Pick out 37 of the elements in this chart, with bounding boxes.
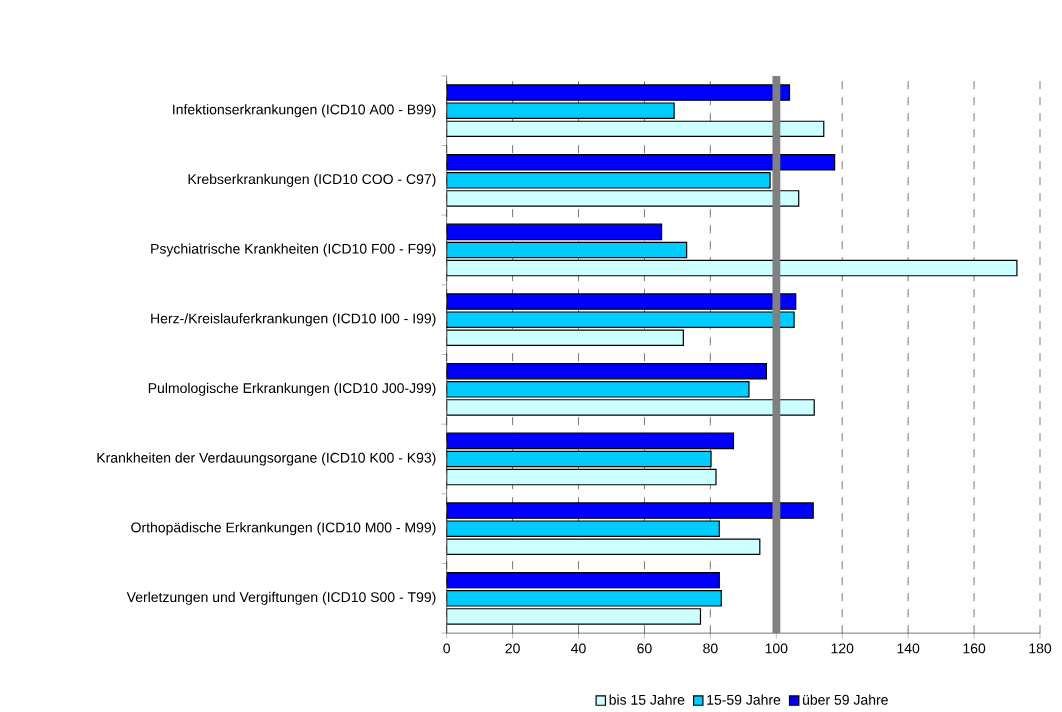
bar [446,223,663,241]
bar [446,259,1018,277]
y-tick-label: Infektionserkrankungen (ICD10 A00 - B99) [173,104,436,118]
x-tick-label: 100 [765,643,788,654]
x-tick-label: 20 [505,643,520,654]
x-tick-label: 40 [571,643,586,654]
bar [446,571,720,589]
y-tick-label: Verletzungen und Vergiftungen (ICD10 S00 - T99) [126,591,436,605]
bar [446,362,768,380]
y-tick-label: Pulmologische Erkrankungen (ICD10 J00-J99) [148,382,436,396]
bar [446,468,717,486]
bar [446,381,750,398]
x-tick-label: 0 [443,643,451,654]
bar [446,450,712,468]
legend-label: bis 15 Jahre [609,694,685,705]
bar [446,102,675,119]
bar [446,241,688,259]
legend-label: über 59 Jahre [803,694,888,705]
legend-label: 15-59 Jahre [707,694,781,705]
y-tick-label: Krankheiten der Verdauungsorgane (ICD10 K00 - K93) [97,452,436,466]
y-tick-label: Psychiatrische Krankheiten (ICD10 F00 - F99) [151,243,436,257]
x-tick-label: 80 [703,643,718,654]
x-tick-label: 60 [637,643,652,654]
bar [446,172,771,189]
bar [446,538,761,555]
x-tick-label: 140 [897,643,920,654]
bar [446,520,720,537]
x-tick-label: 160 [963,643,986,654]
x-tick-label: 120 [831,643,854,654]
bar [446,590,722,607]
y-tick-label: Orthopädische Erkrankungen (ICD10 M00 - M99) [131,522,436,536]
bar [446,329,684,346]
x-tick-label: 180 [1029,643,1052,654]
bar [446,608,702,625]
bar [446,432,735,450]
y-tick-label: Herz-/Kreislauferkrankungen (ICD10 I00 - I99) [151,313,436,327]
y-tick-label: Krebserkrankungen (ICD10 COO - C97) [188,173,436,187]
